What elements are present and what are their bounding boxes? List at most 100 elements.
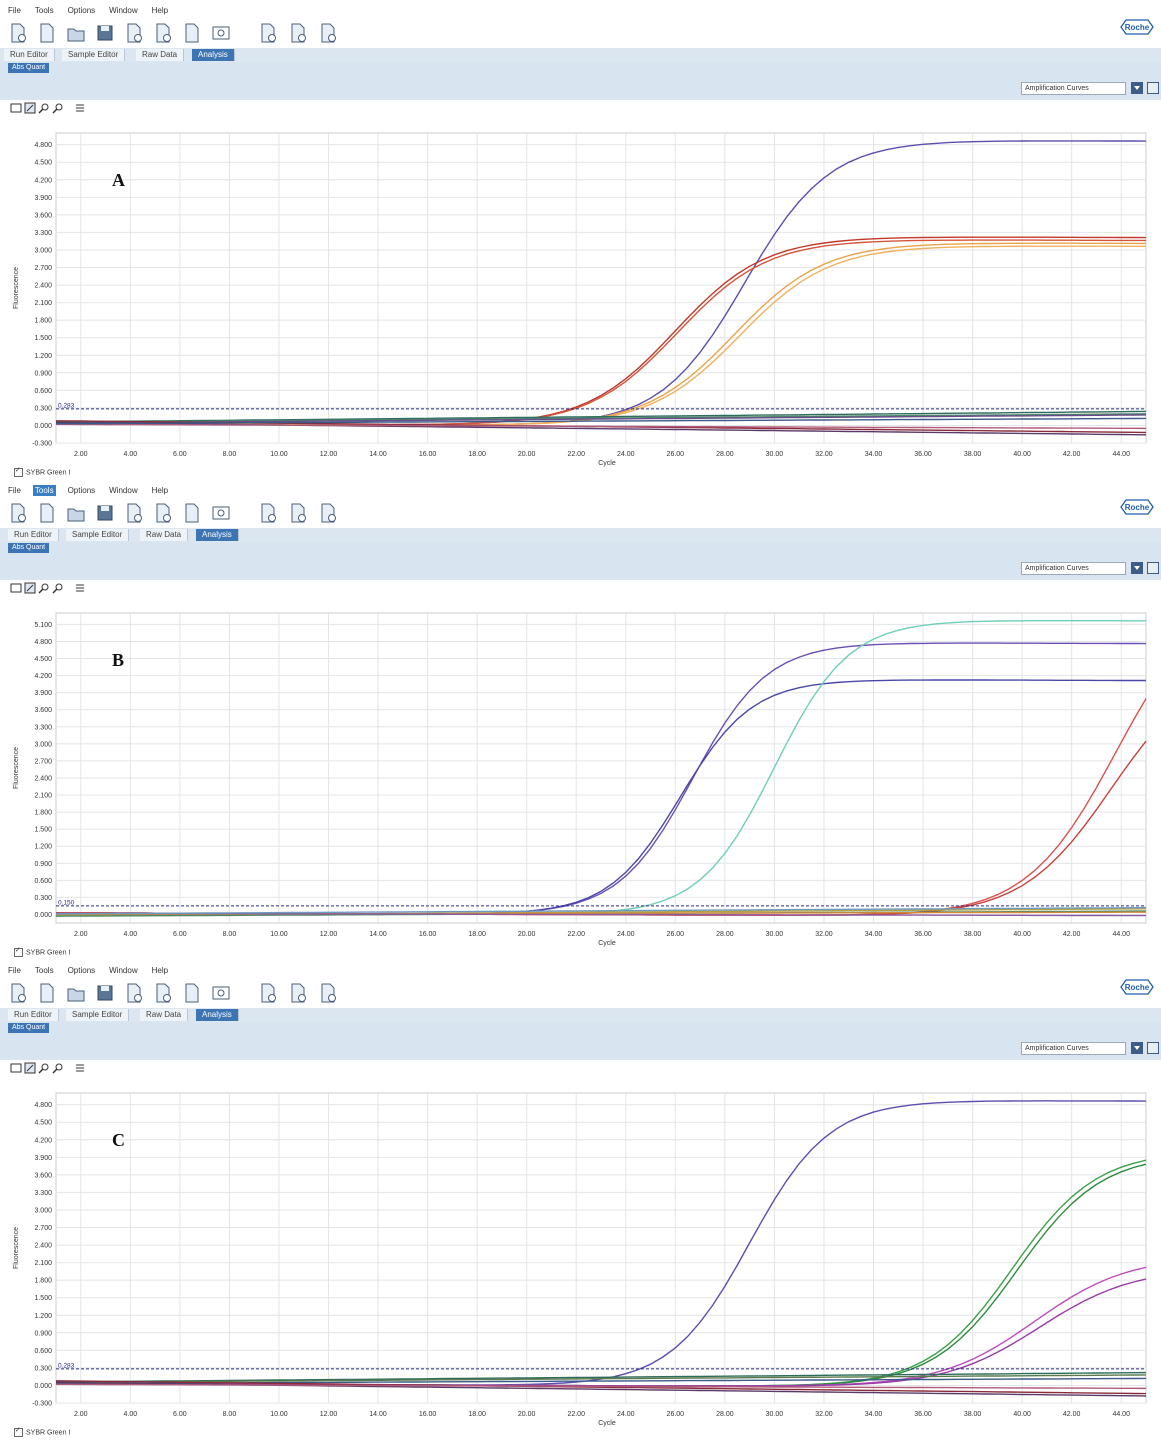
- tab-run-editor[interactable]: Run Editor: [4, 49, 55, 61]
- menu-window[interactable]: Window: [109, 966, 138, 975]
- x-tick-label: 12.00: [320, 451, 338, 458]
- legend-icon[interactable]: [74, 102, 86, 114]
- import-icon[interactable]: [153, 502, 173, 524]
- open-icon[interactable]: [66, 502, 86, 524]
- add-sample-icon[interactable]: [258, 502, 278, 524]
- export-icon[interactable]: [124, 982, 144, 1004]
- subtab-abs-quant[interactable]: Abs Quant: [8, 543, 50, 553]
- new-from-template-icon[interactable]: [37, 502, 57, 524]
- chevron-down-icon[interactable]: [1131, 1042, 1143, 1054]
- tab-sample-editor[interactable]: Sample Editor: [66, 1009, 130, 1021]
- menu-options[interactable]: Options: [67, 486, 96, 495]
- zoom-in-icon[interactable]: [38, 1062, 50, 1074]
- zoom-out-icon[interactable]: [52, 102, 64, 114]
- open-icon[interactable]: [66, 22, 86, 44]
- add-sample-icon[interactable]: [258, 22, 278, 44]
- menu-file[interactable]: File: [8, 486, 21, 495]
- tab-raw-data[interactable]: Raw Data: [140, 1009, 189, 1021]
- zoom-out-icon[interactable]: [52, 1062, 64, 1074]
- y-tick-label: 3.600: [34, 1172, 52, 1179]
- zoom-box-icon[interactable]: [24, 1062, 36, 1074]
- save-icon[interactable]: [95, 502, 115, 524]
- tab-analysis[interactable]: Analysis: [196, 529, 239, 541]
- print-icon[interactable]: [182, 22, 202, 44]
- dye-filter[interactable]: SYBR Green I: [14, 946, 70, 957]
- zoom-in-icon[interactable]: [38, 582, 50, 594]
- view-options-icon[interactable]: [1147, 82, 1159, 94]
- save-icon[interactable]: [95, 22, 115, 44]
- import-icon[interactable]: [153, 22, 173, 44]
- zoom-out-icon[interactable]: [52, 582, 64, 594]
- menu-bar: File Tools Options Window Help: [6, 966, 180, 980]
- checkbox-icon[interactable]: [14, 946, 23, 957]
- zoom-window-icon[interactable]: [211, 502, 231, 524]
- menu-window[interactable]: Window: [109, 6, 138, 15]
- tab-raw-data[interactable]: Raw Data: [140, 529, 189, 541]
- zoom-window-icon[interactable]: [211, 22, 231, 44]
- import-icon[interactable]: [153, 982, 173, 1004]
- view-select[interactable]: Amplification Curves: [1021, 82, 1126, 95]
- new-from-template-icon[interactable]: [37, 982, 57, 1004]
- print-icon[interactable]: [182, 502, 202, 524]
- menu-file[interactable]: File: [8, 6, 21, 15]
- y-tick-label: 4.500: [34, 1120, 52, 1127]
- chevron-down-icon[interactable]: [1131, 562, 1143, 574]
- menu-window[interactable]: Window: [109, 486, 138, 495]
- tab-analysis[interactable]: Analysis: [192, 49, 235, 61]
- tab-raw-data[interactable]: Raw Data: [136, 49, 185, 61]
- tab-sample-editor[interactable]: Sample Editor: [62, 49, 126, 61]
- view-select[interactable]: Amplification Curves: [1021, 1042, 1126, 1055]
- menu-help[interactable]: Help: [151, 966, 169, 975]
- zoom-window-icon[interactable]: [211, 982, 231, 1004]
- new-run-icon[interactable]: [8, 22, 28, 44]
- menu-help[interactable]: Help: [151, 6, 169, 15]
- view-options-icon[interactable]: [1147, 1042, 1159, 1054]
- chevron-down-icon[interactable]: [1131, 82, 1143, 94]
- select-tool-icon[interactable]: [10, 102, 22, 114]
- checkbox-icon[interactable]: [14, 466, 23, 477]
- menu-tools[interactable]: Tools: [34, 6, 54, 15]
- subtab-abs-quant[interactable]: Abs Quant: [8, 1023, 50, 1033]
- legend-icon[interactable]: [74, 582, 86, 594]
- menu-help[interactable]: Help: [151, 486, 169, 495]
- new-run-icon[interactable]: [8, 502, 28, 524]
- dye-filter[interactable]: SYBR Green I: [14, 466, 70, 477]
- open-icon[interactable]: [66, 982, 86, 1004]
- clear-sample-icon[interactable]: [318, 982, 338, 1004]
- new-from-template-icon[interactable]: [37, 22, 57, 44]
- x-tick-label: 40.00: [1013, 1411, 1031, 1418]
- export-icon[interactable]: [124, 502, 144, 524]
- tab-run-editor[interactable]: Run Editor: [8, 529, 59, 541]
- zoom-in-icon[interactable]: [38, 102, 50, 114]
- select-tool-icon[interactable]: [10, 1062, 22, 1074]
- new-run-icon[interactable]: [8, 982, 28, 1004]
- dye-filter[interactable]: SYBR Green I: [14, 1426, 70, 1437]
- y-tick-label: 0.600: [34, 1348, 52, 1355]
- legend-icon[interactable]: [74, 1062, 86, 1074]
- clear-sample-icon[interactable]: [318, 22, 338, 44]
- remove-sample-icon[interactable]: [288, 22, 308, 44]
- subtab-abs-quant[interactable]: Abs Quant: [8, 63, 50, 73]
- zoom-box-icon[interactable]: [24, 102, 36, 114]
- remove-sample-icon[interactable]: [288, 982, 308, 1004]
- menu-options[interactable]: Options: [67, 6, 96, 15]
- y-tick-label: -0.300: [32, 441, 52, 448]
- add-sample-icon[interactable]: [258, 982, 278, 1004]
- remove-sample-icon[interactable]: [288, 502, 308, 524]
- checkbox-icon[interactable]: [14, 1426, 23, 1437]
- clear-sample-icon[interactable]: [318, 502, 338, 524]
- menu-options[interactable]: Options: [67, 966, 96, 975]
- select-tool-icon[interactable]: [10, 582, 22, 594]
- menu-file[interactable]: File: [8, 966, 21, 975]
- zoom-box-icon[interactable]: [24, 582, 36, 594]
- menu-tools[interactable]: Tools: [34, 966, 54, 975]
- tab-sample-editor[interactable]: Sample Editor: [66, 529, 130, 541]
- menu-tools[interactable]: Tools: [32, 485, 56, 496]
- save-icon[interactable]: [95, 982, 115, 1004]
- view-options-icon[interactable]: [1147, 562, 1159, 574]
- tab-run-editor[interactable]: Run Editor: [8, 1009, 59, 1021]
- view-select[interactable]: Amplification Curves: [1021, 562, 1126, 575]
- print-icon[interactable]: [182, 982, 202, 1004]
- export-icon[interactable]: [124, 22, 144, 44]
- tab-analysis[interactable]: Analysis: [196, 1009, 239, 1021]
